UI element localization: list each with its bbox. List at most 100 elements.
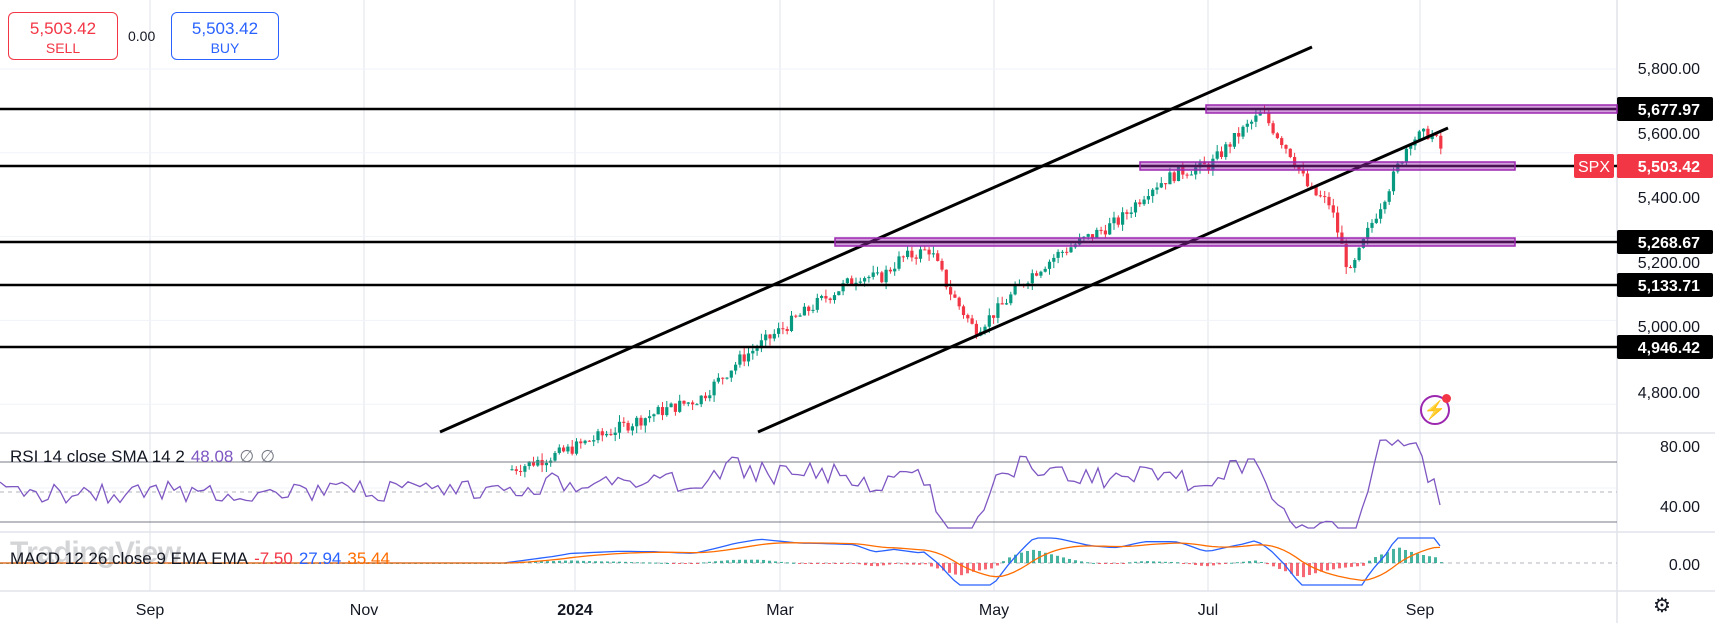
macd-histogram-bar bbox=[1074, 560, 1077, 563]
candle-body bbox=[807, 306, 811, 311]
macd-histogram-bar bbox=[1308, 563, 1311, 576]
macd-histogram-bar bbox=[792, 562, 795, 564]
macd-histogram-bar bbox=[642, 562, 645, 564]
candle-body bbox=[1215, 151, 1219, 159]
candle-body bbox=[1379, 209, 1383, 219]
macd-histogram-bar bbox=[954, 563, 957, 575]
macd-histogram-bar bbox=[774, 561, 777, 563]
macd-histogram-bar bbox=[738, 559, 741, 563]
macd-histogram-bar bbox=[696, 563, 699, 564]
macd-histogram-bar bbox=[648, 562, 651, 564]
macd-histogram-bar bbox=[888, 563, 891, 565]
tradingview-logo: TradingView bbox=[10, 536, 181, 569]
candle-body bbox=[1155, 187, 1159, 190]
candle-body bbox=[1301, 169, 1305, 174]
macd-histogram-bar bbox=[924, 563, 927, 565]
time-tick-label: Nov bbox=[350, 602, 378, 619]
candle-body bbox=[923, 249, 927, 251]
macd-histogram-bar bbox=[1134, 561, 1137, 563]
macd-histogram-bar bbox=[870, 563, 873, 566]
candle-body bbox=[1112, 217, 1116, 224]
candle-body bbox=[1280, 138, 1284, 146]
candle-body bbox=[949, 287, 953, 295]
macd-histogram-bar bbox=[1350, 563, 1353, 567]
time-tick-label: 2024 bbox=[557, 602, 593, 619]
candle-body bbox=[630, 426, 634, 431]
macd-histogram-bar bbox=[546, 561, 549, 563]
candle-body bbox=[1052, 257, 1056, 262]
macd-legend[interactable]: MACD 12 26 close 9 EMA EMA -7.50 27.94 35.4… bbox=[10, 549, 390, 569]
candle-body bbox=[1035, 273, 1039, 276]
macd-histogram-bar bbox=[672, 563, 675, 564]
candle-body bbox=[1004, 303, 1009, 305]
candle-body bbox=[1142, 199, 1146, 205]
candle-body bbox=[1185, 174, 1189, 176]
level-zone bbox=[1205, 104, 1618, 114]
candle-body bbox=[1241, 126, 1245, 137]
candle-body bbox=[721, 377, 725, 379]
candle-body bbox=[583, 440, 587, 444]
candle-body bbox=[1323, 196, 1327, 198]
macd-histogram-bar bbox=[840, 563, 843, 564]
candle-body bbox=[1099, 229, 1103, 231]
candle-body bbox=[1400, 162, 1404, 164]
candle-body bbox=[1258, 112, 1262, 116]
indicator-panes: 80.00 40.00 0.00 bbox=[0, 439, 1700, 586]
candle-body bbox=[992, 315, 996, 318]
macd-histogram-bar bbox=[798, 563, 801, 564]
signal-line bbox=[0, 542, 1441, 582]
macd-histogram-bar bbox=[678, 563, 681, 564]
candle-body bbox=[781, 328, 785, 330]
candle-body bbox=[983, 326, 987, 332]
rsi-tick-label: 40.00 bbox=[1660, 499, 1700, 516]
macd-value: 27.94 bbox=[298, 549, 342, 568]
candle-body bbox=[811, 309, 815, 311]
candle-body bbox=[820, 295, 824, 298]
macd-histogram-bar bbox=[1326, 563, 1329, 571]
macd-histogram-bar bbox=[552, 561, 555, 563]
candle-body bbox=[660, 407, 665, 416]
macd-histogram-bar bbox=[594, 561, 597, 563]
gear-icon[interactable]: ⚙ bbox=[1653, 595, 1671, 617]
candle-body bbox=[1047, 261, 1052, 269]
candle-body bbox=[966, 315, 970, 319]
macd-histogram-bar bbox=[990, 563, 993, 569]
time-tick-label: May bbox=[979, 602, 1009, 619]
candle-body bbox=[918, 249, 923, 259]
sell-button[interactable]: 5,503.42 SELL bbox=[8, 12, 118, 60]
candle-body bbox=[1159, 183, 1163, 188]
candle-body bbox=[970, 318, 974, 324]
candle-body bbox=[1250, 121, 1254, 124]
candle-body bbox=[1361, 238, 1365, 248]
candle-body bbox=[1043, 268, 1047, 272]
rsi-legend[interactable]: RSI 14 close SMA 14 2 48.08 ∅ ∅ bbox=[10, 447, 275, 467]
candle-body bbox=[1370, 222, 1374, 228]
flash-icon[interactable]: ⚡ bbox=[1420, 394, 1451, 425]
candle-body bbox=[652, 414, 656, 417]
macd-histogram-bar bbox=[1110, 563, 1113, 564]
macd-histogram-bar bbox=[624, 561, 627, 563]
candle-body bbox=[764, 334, 768, 341]
macd-histogram-bar bbox=[1080, 561, 1083, 563]
candle-body bbox=[1409, 145, 1413, 149]
macd-histogram-bar bbox=[750, 559, 753, 563]
macd-histogram-bar bbox=[1428, 556, 1431, 563]
macd-histogram-bar bbox=[1002, 561, 1005, 563]
buy-button[interactable]: 5,503.42 BUY bbox=[171, 12, 279, 60]
candle-body bbox=[678, 400, 682, 412]
candle-body bbox=[893, 268, 897, 272]
level-price-label: 5,133.71 bbox=[1638, 278, 1700, 295]
candle-body bbox=[1387, 191, 1391, 202]
candle-body bbox=[536, 459, 540, 466]
candle-body bbox=[622, 421, 626, 423]
macd-hist-value: -7.50 bbox=[254, 549, 293, 568]
macd-histogram-bar bbox=[684, 563, 687, 564]
macd-histogram-bar bbox=[1236, 562, 1239, 564]
candle-body bbox=[1176, 166, 1181, 182]
macd-histogram-bar bbox=[834, 563, 837, 564]
macd-histogram-bar bbox=[660, 562, 663, 564]
candle-body bbox=[734, 364, 738, 371]
candle-body bbox=[639, 417, 643, 426]
candle-body bbox=[1056, 251, 1060, 258]
